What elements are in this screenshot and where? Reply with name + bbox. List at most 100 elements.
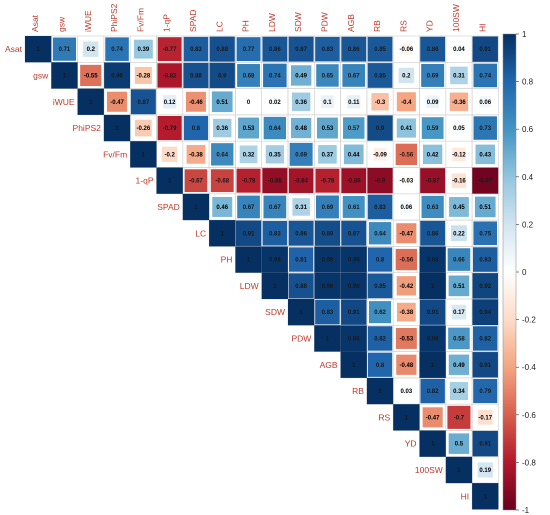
correlation-square <box>213 118 232 138</box>
correlation-value: 0.86 <box>269 47 281 53</box>
correlation-value: 0.03 <box>401 389 413 395</box>
colorbar-tick-label: 0.8 <box>522 78 534 87</box>
correlation-square <box>237 195 260 219</box>
correlation-square <box>347 95 361 109</box>
correlation-value: 1 <box>484 494 488 500</box>
correlation-square <box>367 168 393 194</box>
correlation-value: -0.09 <box>373 152 387 158</box>
correlation-value: 0.85 <box>374 73 386 79</box>
correlation-square <box>262 168 288 194</box>
correlation-square <box>395 248 418 271</box>
correlation-square <box>395 143 418 166</box>
correlation-square <box>263 63 287 88</box>
correlation-square <box>245 98 252 106</box>
correlation-value: -0.56 <box>400 258 414 264</box>
correlation-square <box>342 195 365 218</box>
correlation-square <box>447 248 471 271</box>
correlation-square <box>236 37 261 62</box>
correlation-square <box>367 352 393 377</box>
row-label: PDW <box>291 333 311 343</box>
correlation-value: 0 <box>247 100 251 106</box>
correlation-value: 0.34 <box>453 389 465 395</box>
correlation-square <box>451 173 467 188</box>
correlation-value: 0.83 <box>269 231 281 237</box>
correlation-value: -0.42 <box>400 284 414 290</box>
correlation-square <box>237 64 260 87</box>
correlation-value: 0.98 <box>427 336 439 342</box>
correlation-value: 0.83 <box>479 258 491 264</box>
correlation-square <box>103 114 131 142</box>
correlation-value: 0.85 <box>374 284 386 290</box>
correlation-square <box>450 66 468 85</box>
correlation-value: 0.86 <box>295 231 307 237</box>
correlation-square <box>395 327 417 349</box>
colorbar-tick-label: 0.2 <box>522 220 534 229</box>
correlation-value: 0.86 <box>427 47 439 53</box>
correlation-square <box>316 117 338 139</box>
correlation-value: 0.91 <box>479 47 491 53</box>
correlation-square <box>265 145 284 164</box>
correlation-square <box>80 64 102 87</box>
correlation-value: -0.7 <box>454 415 465 421</box>
correlation-value: 0.44 <box>348 152 360 158</box>
correlation-square <box>104 62 131 89</box>
correlation-square <box>472 247 498 272</box>
correlation-square <box>477 409 493 425</box>
correlation-value: -0.12 <box>452 152 466 158</box>
correlation-value: -0.28 <box>137 73 151 79</box>
colorbar-tick-label: 0 <box>522 268 527 277</box>
correlation-value: 0.91 <box>243 231 255 237</box>
correlation-value: 0.69 <box>322 205 334 211</box>
correlation-square <box>288 299 315 326</box>
correlation-value: 0.89 <box>322 231 334 237</box>
correlation-square <box>479 96 491 108</box>
correlation-value: 0.22 <box>453 231 465 237</box>
correlation-square <box>420 36 446 62</box>
correlation-square <box>314 246 341 273</box>
correlation-value: 0.88 <box>190 73 202 79</box>
correlation-value: -0.47 <box>110 100 124 106</box>
correlation-square <box>340 272 367 299</box>
correlation-value: 1 <box>405 415 409 421</box>
correlation-value: 0.66 <box>453 258 465 264</box>
correlation-square <box>340 351 367 378</box>
correlation-square <box>183 115 209 141</box>
correlation-square <box>239 145 258 164</box>
correlation-value: 0.91 <box>479 363 491 369</box>
correlation-value: -0.38 <box>189 152 203 158</box>
correlation-value: -0.9 <box>375 179 386 185</box>
correlation-value: 0.43 <box>479 152 491 158</box>
correlation-value: 1 <box>352 363 356 369</box>
colorbar-tick-label: -0.4 <box>522 363 536 372</box>
correlation-value: -0.26 <box>137 126 151 132</box>
correlation-value: 0.8 <box>376 363 385 369</box>
correlation-value: 1 <box>36 47 40 53</box>
column-label: LDW <box>267 13 277 32</box>
correlation-square <box>448 327 470 350</box>
correlation-value: -0.03 <box>400 179 414 185</box>
correlation-square <box>157 37 182 62</box>
correlation-square <box>288 36 314 62</box>
correlation-value: 0.65 <box>322 73 334 79</box>
colorbar-tick-label: 0.4 <box>522 173 534 182</box>
colorbar-tick-label: 0.6 <box>522 125 534 134</box>
correlation-value: 1 <box>168 179 172 185</box>
correlation-square <box>105 37 129 61</box>
correlation-square <box>209 36 235 62</box>
correlation-square <box>368 222 392 245</box>
correlation-value: 0.35 <box>269 152 281 158</box>
correlation-square <box>52 37 77 61</box>
correlation-square <box>235 220 262 246</box>
column-label: AGB <box>346 14 356 32</box>
column-label: HI <box>477 24 487 33</box>
correlation-value: 0.69 <box>427 73 439 79</box>
correlation-square <box>448 275 470 297</box>
correlation-square <box>367 115 393 141</box>
correlation-value: 0.83 <box>190 47 202 53</box>
correlation-value: 1 <box>431 363 435 369</box>
correlation-square <box>212 196 233 217</box>
correlation-value: 0.69 <box>295 152 307 158</box>
correlation-value: 0.51 <box>216 100 228 106</box>
correlation-value: 0.32 <box>243 152 255 158</box>
row-label: HI <box>461 491 470 501</box>
